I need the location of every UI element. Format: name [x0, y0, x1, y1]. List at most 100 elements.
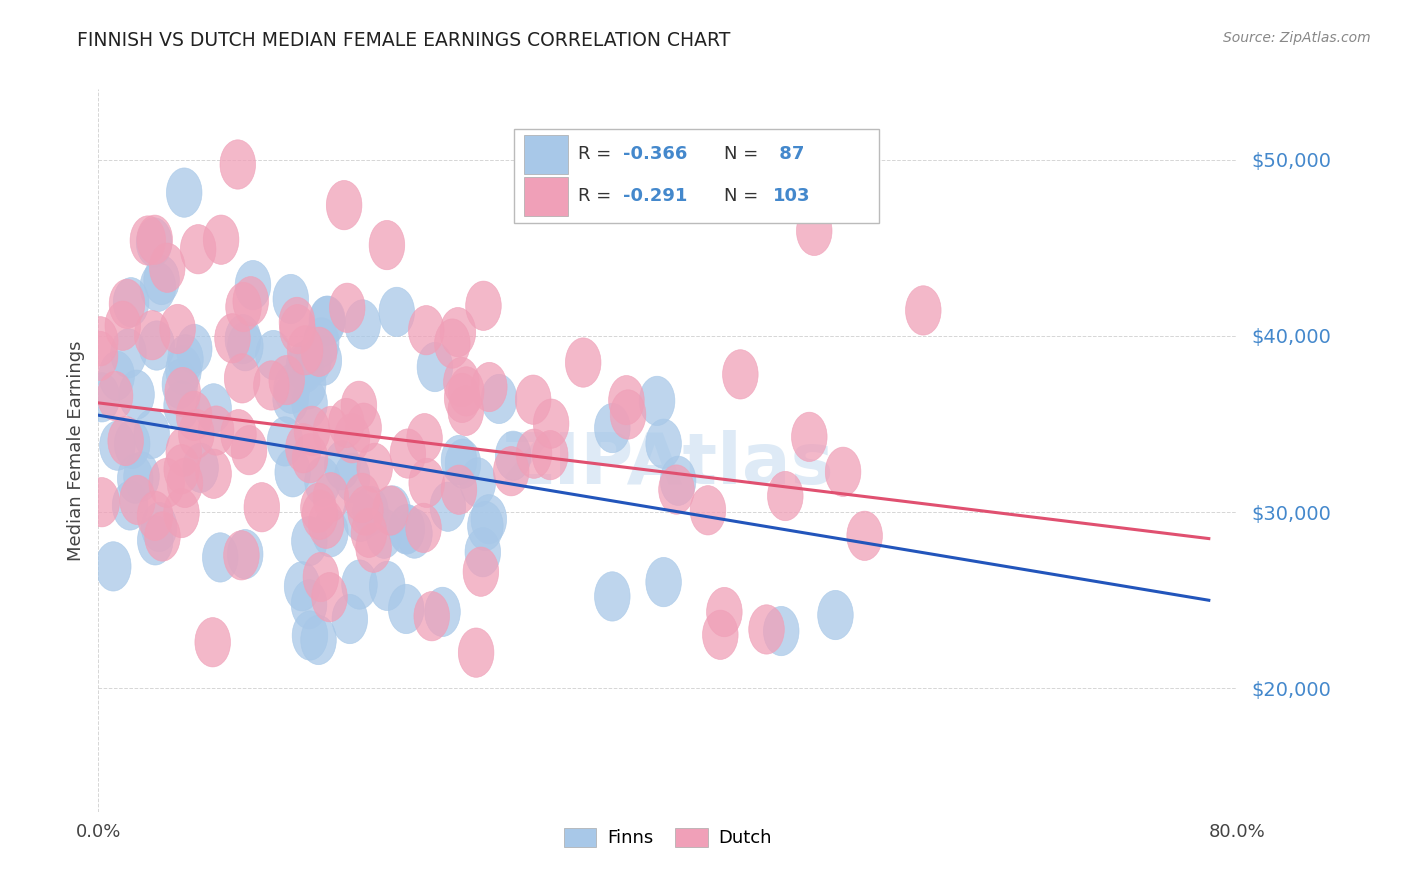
Ellipse shape	[195, 617, 231, 667]
Ellipse shape	[105, 301, 141, 351]
Text: 103: 103	[773, 187, 810, 205]
Ellipse shape	[352, 508, 387, 558]
Ellipse shape	[231, 425, 267, 475]
Ellipse shape	[134, 409, 170, 458]
Ellipse shape	[367, 509, 402, 558]
Ellipse shape	[138, 516, 173, 565]
Ellipse shape	[458, 628, 494, 677]
Ellipse shape	[110, 279, 145, 328]
Ellipse shape	[460, 458, 496, 507]
Ellipse shape	[195, 384, 232, 433]
Ellipse shape	[463, 547, 499, 597]
Ellipse shape	[290, 359, 326, 409]
Ellipse shape	[344, 473, 380, 523]
Legend: Finns, Dutch: Finns, Dutch	[557, 821, 779, 855]
Text: Source: ZipAtlas.com: Source: ZipAtlas.com	[1223, 31, 1371, 45]
FancyBboxPatch shape	[515, 129, 879, 223]
Ellipse shape	[342, 381, 377, 431]
Ellipse shape	[97, 371, 132, 421]
Ellipse shape	[825, 447, 860, 497]
Ellipse shape	[163, 489, 200, 538]
Ellipse shape	[329, 283, 366, 333]
Ellipse shape	[177, 325, 212, 374]
Ellipse shape	[446, 439, 481, 488]
Ellipse shape	[292, 379, 328, 428]
Ellipse shape	[183, 443, 218, 492]
Ellipse shape	[292, 434, 328, 483]
Ellipse shape	[294, 406, 330, 456]
Ellipse shape	[441, 465, 477, 515]
Ellipse shape	[180, 225, 217, 274]
Ellipse shape	[595, 403, 630, 453]
Ellipse shape	[82, 331, 118, 381]
Ellipse shape	[533, 399, 569, 449]
Ellipse shape	[406, 503, 441, 552]
Ellipse shape	[160, 304, 195, 353]
Ellipse shape	[314, 473, 349, 522]
Text: N =: N =	[724, 187, 763, 205]
Ellipse shape	[326, 180, 361, 230]
Ellipse shape	[388, 584, 425, 633]
Ellipse shape	[198, 406, 233, 455]
Ellipse shape	[440, 308, 475, 357]
Ellipse shape	[495, 431, 531, 481]
Ellipse shape	[707, 587, 742, 637]
Ellipse shape	[202, 533, 238, 582]
Ellipse shape	[468, 501, 503, 550]
Ellipse shape	[165, 368, 201, 417]
Ellipse shape	[149, 243, 186, 293]
Ellipse shape	[768, 471, 803, 521]
Ellipse shape	[640, 376, 675, 425]
Ellipse shape	[413, 591, 450, 640]
Ellipse shape	[389, 504, 425, 554]
Ellipse shape	[347, 486, 384, 535]
Ellipse shape	[471, 362, 508, 412]
Ellipse shape	[285, 424, 321, 473]
Ellipse shape	[179, 409, 214, 458]
Text: 87: 87	[773, 145, 804, 163]
Ellipse shape	[166, 345, 201, 395]
Ellipse shape	[84, 373, 120, 422]
Ellipse shape	[690, 485, 725, 535]
Ellipse shape	[335, 453, 370, 502]
Ellipse shape	[314, 406, 349, 456]
Ellipse shape	[471, 494, 506, 544]
Ellipse shape	[370, 561, 405, 610]
Ellipse shape	[309, 296, 346, 345]
Ellipse shape	[98, 351, 135, 401]
Ellipse shape	[267, 417, 302, 467]
Ellipse shape	[291, 516, 328, 566]
Ellipse shape	[167, 334, 204, 384]
Ellipse shape	[215, 314, 250, 363]
Ellipse shape	[284, 562, 321, 611]
Ellipse shape	[481, 375, 517, 424]
Ellipse shape	[343, 492, 378, 541]
Ellipse shape	[595, 572, 630, 621]
Ellipse shape	[388, 505, 425, 554]
Ellipse shape	[516, 429, 551, 478]
Ellipse shape	[138, 491, 173, 541]
Ellipse shape	[145, 512, 180, 561]
Ellipse shape	[308, 500, 344, 549]
Ellipse shape	[418, 343, 453, 392]
Ellipse shape	[301, 483, 336, 533]
Ellipse shape	[661, 456, 696, 506]
Ellipse shape	[444, 373, 479, 423]
Ellipse shape	[449, 367, 484, 416]
Ellipse shape	[256, 330, 291, 380]
Ellipse shape	[225, 315, 260, 364]
Ellipse shape	[425, 587, 460, 637]
Ellipse shape	[112, 481, 148, 530]
Ellipse shape	[533, 431, 568, 480]
Ellipse shape	[111, 329, 146, 378]
Ellipse shape	[114, 419, 150, 468]
Ellipse shape	[166, 168, 202, 218]
Ellipse shape	[389, 429, 426, 478]
Ellipse shape	[335, 414, 370, 463]
Ellipse shape	[136, 218, 172, 267]
Ellipse shape	[375, 486, 411, 535]
Ellipse shape	[96, 541, 131, 591]
Ellipse shape	[276, 448, 311, 497]
Ellipse shape	[120, 475, 155, 524]
Ellipse shape	[373, 486, 408, 535]
